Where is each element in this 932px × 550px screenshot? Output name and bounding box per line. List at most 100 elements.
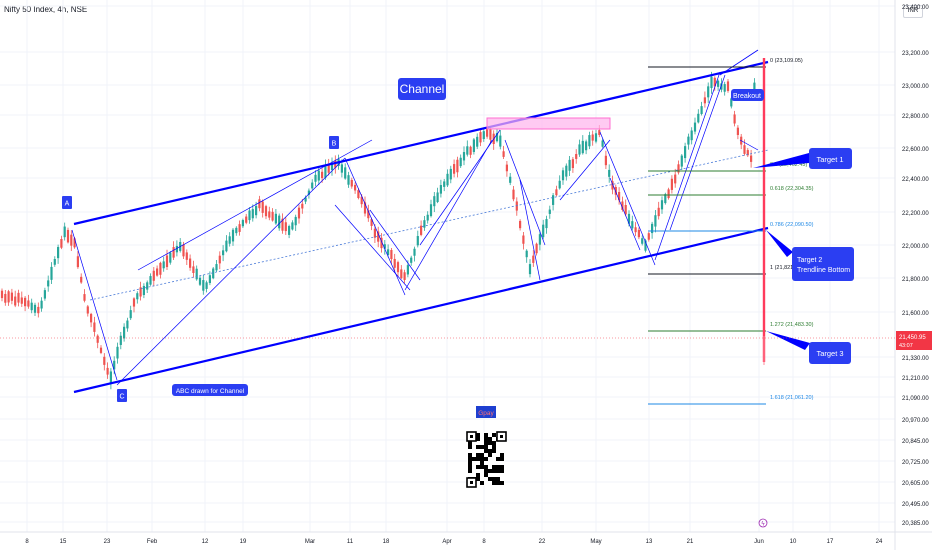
candle-body <box>555 189 558 196</box>
candle-body <box>47 280 50 287</box>
candle-body <box>330 163 334 170</box>
candle-body <box>231 229 235 242</box>
candle-body <box>33 304 37 313</box>
candle-body <box>106 367 109 375</box>
candle-body <box>14 296 17 306</box>
qr-module <box>476 445 480 449</box>
candle-body <box>327 163 330 173</box>
candle-body <box>667 189 670 199</box>
candle-body <box>251 209 254 219</box>
candle-body <box>380 237 383 249</box>
candle-body <box>96 335 99 343</box>
qr-module <box>492 441 496 445</box>
candle-body <box>462 152 466 161</box>
candle-body <box>647 233 650 240</box>
candle-body <box>420 225 423 235</box>
candle-body <box>57 247 60 259</box>
price-tick-label: 20,970.00 <box>902 418 929 424</box>
qr-module <box>468 453 472 457</box>
wave-a-label: A <box>65 201 70 208</box>
candle-body <box>274 213 277 224</box>
qr-module <box>488 449 492 453</box>
candle-body <box>423 220 426 228</box>
candle-body <box>525 250 528 258</box>
qr-module <box>484 473 488 477</box>
candle-body <box>30 302 33 311</box>
trend-line <box>559 139 611 201</box>
candle-body <box>264 206 268 217</box>
candle-body <box>360 196 363 205</box>
candle-body <box>284 222 287 232</box>
trend-line <box>334 204 411 291</box>
candle-body <box>604 155 607 166</box>
candle-body <box>40 300 43 309</box>
fib-label: 1 (21,821.05) <box>770 265 803 271</box>
fib-label: 0 (23,109.05) <box>770 58 803 64</box>
qr-module <box>488 441 492 445</box>
currency-button[interactable]: INR <box>903 5 923 18</box>
price-tick-label: 21,090.00 <box>902 396 929 402</box>
candle-body <box>169 252 172 263</box>
qr-module <box>492 433 496 437</box>
candle-body <box>499 135 502 147</box>
time-tick-label: 24 <box>876 539 883 545</box>
qr-module <box>500 469 504 473</box>
candle-body <box>43 290 46 299</box>
candle-body <box>241 220 244 227</box>
candle-body <box>383 244 386 249</box>
candle-body <box>126 320 129 329</box>
trend-line <box>116 157 346 386</box>
candle-body <box>53 259 56 265</box>
qr-module <box>480 445 484 449</box>
candle-body <box>99 347 103 353</box>
target3-arrow <box>766 331 810 350</box>
candle-body <box>370 219 373 226</box>
candle-body <box>396 262 400 273</box>
time-tick-label: May <box>590 539 601 545</box>
trend-line <box>609 177 641 251</box>
candle-body <box>743 145 746 154</box>
qr-module <box>476 465 480 469</box>
candle-body <box>746 150 749 156</box>
candle-body <box>90 313 93 323</box>
candle-body <box>390 250 393 260</box>
candle-body <box>400 269 403 279</box>
trend-line <box>654 71 721 261</box>
target1-arrow <box>753 153 809 168</box>
candle-body <box>693 122 697 132</box>
candle-body <box>50 266 53 280</box>
candle-body <box>393 258 396 268</box>
candle-body <box>730 98 733 107</box>
candle-body <box>627 213 631 224</box>
time-axis[interactable]: 8 15 23 Feb 12 19 Mar 11 18 Apr 8 22 May 13 21 Jun 10 17 2… <box>0 531 932 545</box>
target1-callout <box>809 148 852 169</box>
candle-body <box>304 197 307 202</box>
candle-body <box>723 84 726 92</box>
candle-body <box>733 114 736 124</box>
qr-module <box>476 453 480 457</box>
candle-body <box>136 293 139 300</box>
candle-body <box>624 204 627 215</box>
candle-body <box>568 159 571 171</box>
time-tick-label: 18 <box>383 539 390 545</box>
candle-body <box>297 207 301 219</box>
qr-module <box>492 449 496 453</box>
gpay-label: Gpay <box>478 410 494 417</box>
channel-bottom-line <box>73 226 769 394</box>
wave-a-label-box <box>62 196 72 209</box>
candle-body <box>545 219 548 229</box>
channel-callout-text: Channel <box>400 82 445 96</box>
qr-module <box>496 457 500 461</box>
candle-body <box>228 236 231 244</box>
candle-body <box>20 297 23 304</box>
candle-body <box>486 128 489 137</box>
candle-body <box>7 291 10 303</box>
candle-body <box>139 287 142 297</box>
candle-body <box>363 202 367 214</box>
candle-body <box>27 300 30 307</box>
qr-module <box>484 457 488 461</box>
candle-body <box>575 154 578 159</box>
price-tick-label: 22,600.00 <box>902 147 929 153</box>
